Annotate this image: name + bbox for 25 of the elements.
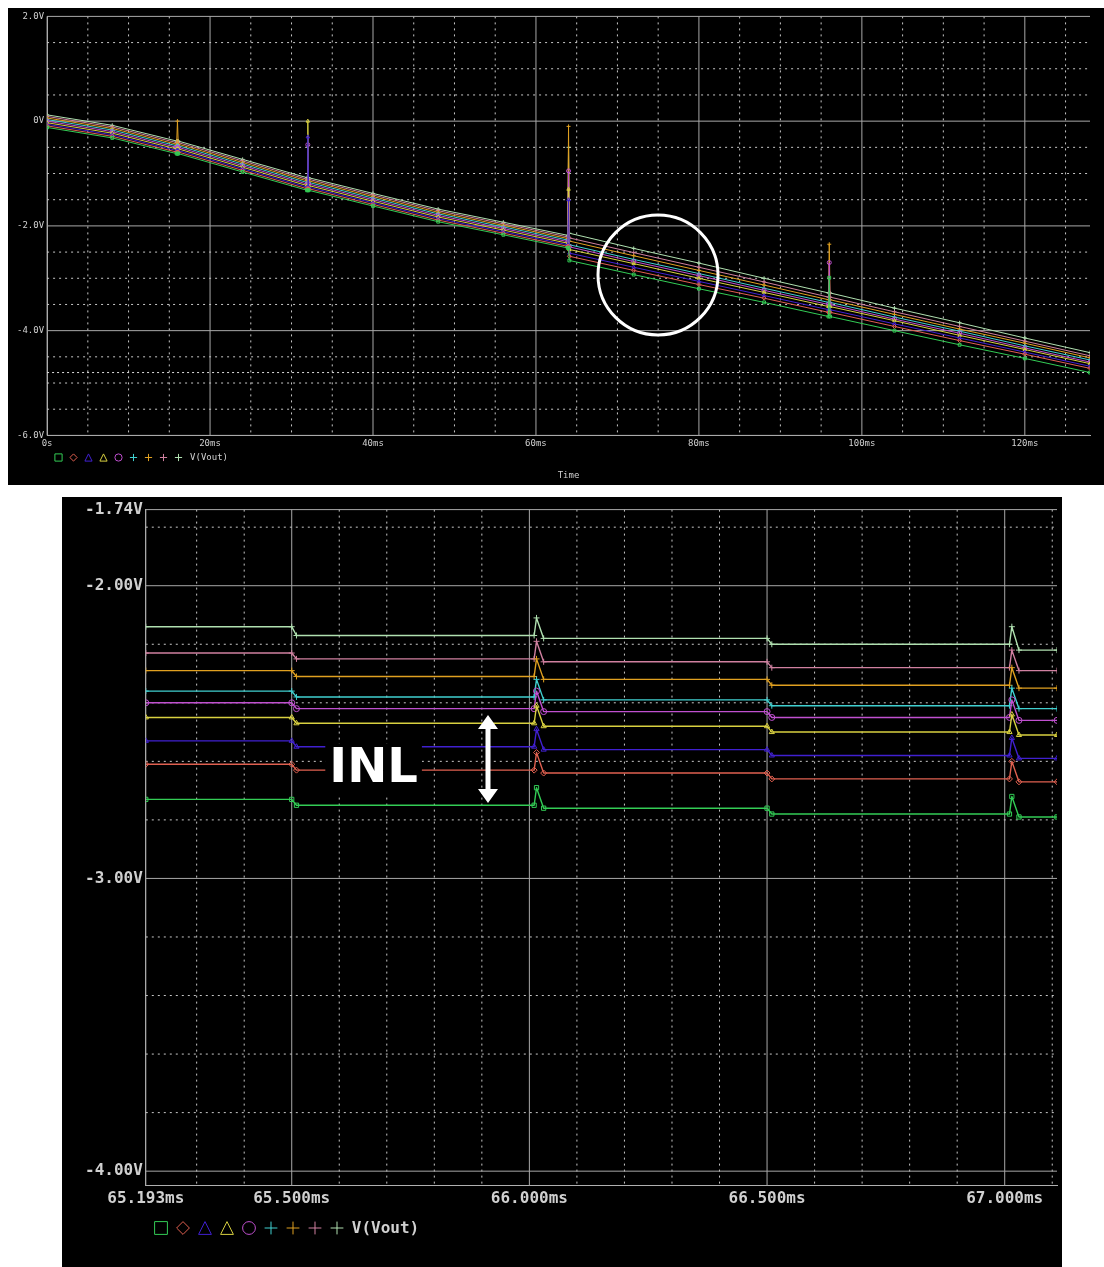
x-tick-label: 60ms <box>525 438 547 449</box>
x-tick-label: 66.500ms <box>728 1187 806 1207</box>
y-tick-label: 2.0V <box>22 10 45 21</box>
x-axis-title: Time <box>557 469 580 480</box>
x-tick-label: 120ms <box>1011 438 1039 449</box>
y-tick-label: -2.00V <box>85 574 144 594</box>
y-tick-label: -2.0V <box>17 220 45 231</box>
x-tick-label: 40ms <box>362 438 384 449</box>
x-tick-label: 80ms <box>688 438 710 449</box>
y-tick-label: -6.0V <box>17 429 45 440</box>
y-tick-label: -1.74V <box>85 498 144 518</box>
y-tick-label: -3.00V <box>85 867 144 887</box>
x-tick-label: 20ms <box>199 438 221 449</box>
x-tick-label: 0s <box>41 438 53 449</box>
legend-title: V(Vout) <box>351 1217 420 1237</box>
annotation: INL <box>329 737 418 794</box>
legend-title: V(Vout) <box>190 452 229 463</box>
y-tick-label: -4.00V <box>85 1160 144 1180</box>
x-tick-label: 67.000ms <box>966 1187 1044 1207</box>
x-tick-label: 66.000ms <box>490 1187 568 1207</box>
x-tick-label: 100ms <box>848 438 876 449</box>
x-tick-label: 65.193ms <box>107 1187 185 1207</box>
y-tick-label: -4.0V <box>17 324 45 335</box>
x-tick-label: 65.500ms <box>253 1187 331 1207</box>
y-tick-label: 0V <box>33 115 45 126</box>
